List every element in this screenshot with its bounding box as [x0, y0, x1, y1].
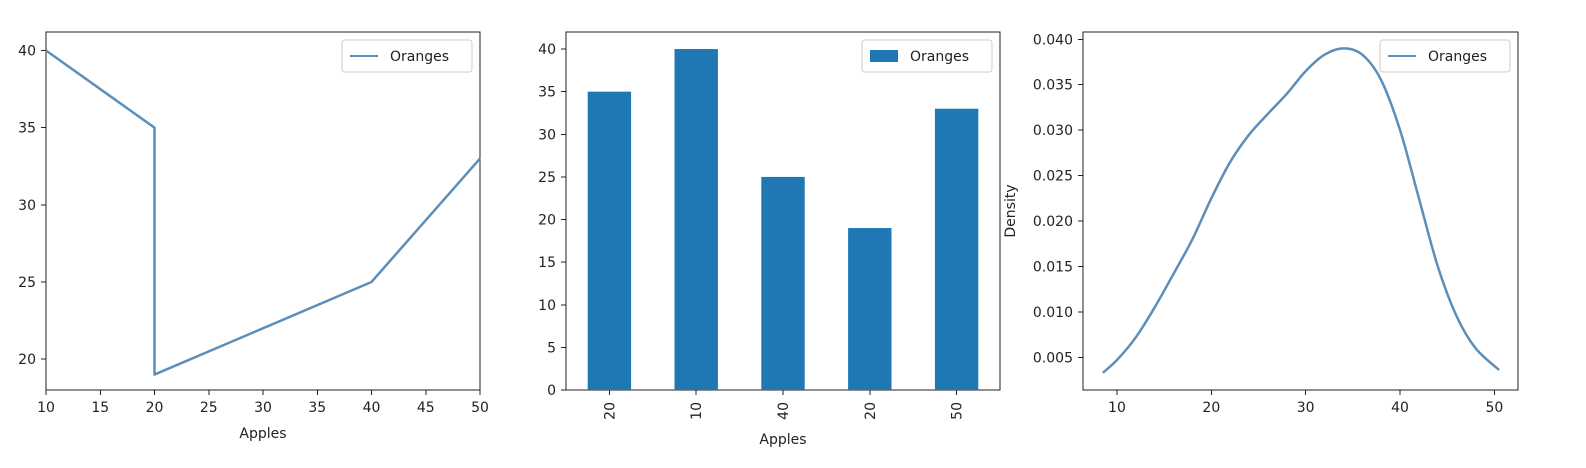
y-axis-label: Density: [1003, 184, 1019, 237]
x-tick-label: 45: [417, 400, 435, 416]
bar-chart-panel: 0 5 10 15 20 25 30 35 40 20 10 40 20 50 Apples Oranges: [538, 31, 1001, 448]
y-tick-label: 5: [547, 340, 556, 356]
y-tick-label: 25: [18, 275, 36, 291]
legend-swatch: [870, 50, 898, 62]
bar: [674, 49, 718, 391]
y-tick-label: 20: [538, 213, 556, 229]
x-tick-label: 50: [950, 402, 966, 420]
y-tick-label: 0.030: [1033, 123, 1073, 139]
x-axis-label: Apples: [239, 426, 286, 442]
y-tick-label: 40: [18, 44, 36, 60]
y-tick-label: 0.020: [1033, 214, 1073, 230]
x-tick-label: 10: [1108, 400, 1126, 416]
x-tick-label: 40: [363, 400, 381, 416]
legend-entry: Oranges: [1428, 49, 1487, 65]
bar: [848, 228, 892, 390]
line-chart-panel: 10 15 20 25 30 35 40 45 50 20 25 30 35 40 Apples Orange…: [18, 31, 489, 442]
y-tick-label: 40: [538, 42, 556, 58]
x-tick-label: 35: [308, 400, 326, 416]
x-tick-label: 40: [1391, 400, 1409, 416]
x-tick-label: 20: [602, 402, 618, 420]
density-chart-panel: 10 20 30 40 50 0.005 0.010 0.015 0.020 0.025 0.030…: [1003, 31, 1519, 416]
x-tick-label: 30: [1297, 400, 1315, 416]
y-tick-label: 0: [547, 383, 556, 399]
bar: [587, 91, 632, 391]
y-tick-label: 30: [538, 127, 556, 143]
x-tick-label: 20: [1202, 400, 1220, 416]
x-tick-label: 10: [37, 400, 55, 416]
y-tick-label: 0.025: [1033, 169, 1073, 185]
legend-entry: Oranges: [910, 49, 969, 65]
x-tick-label: 50: [471, 400, 489, 416]
bar: [934, 108, 979, 390]
bar: [761, 176, 805, 390]
y-tick-label: 35: [538, 85, 556, 101]
y-tick-label: 0.010: [1033, 305, 1073, 321]
x-tick-label: 15: [91, 400, 109, 416]
legend-box: [1379, 39, 1511, 73]
y-tick-label: 0.005: [1033, 350, 1073, 366]
y-tick-label: 0.015: [1033, 259, 1073, 275]
series-line-oranges: [1101, 47, 1500, 374]
legend-entry: Oranges: [390, 49, 449, 65]
x-tick-label: 50: [1485, 400, 1503, 416]
x-tick-label: 30: [254, 400, 272, 416]
legend-box: [341, 39, 473, 73]
legend-box: [861, 39, 993, 73]
x-axis-label: Apples: [759, 432, 806, 448]
x-tick-label: 25: [200, 400, 218, 416]
y-tick-label: 0.035: [1033, 78, 1073, 94]
x-tick-label: 40: [776, 402, 792, 420]
y-tick-label: 15: [538, 255, 556, 271]
x-tick-label: 20: [146, 400, 164, 416]
plot-frame: [1082, 31, 1519, 391]
y-tick-label: 35: [18, 121, 36, 137]
x-tick-label: 20: [863, 402, 879, 420]
x-tick-label: 10: [689, 402, 705, 420]
y-tick-label: 30: [18, 198, 36, 214]
y-tick-label: 20: [18, 352, 36, 368]
y-tick-label: 0.040: [1033, 32, 1073, 48]
y-tick-label: 25: [538, 170, 556, 186]
plot-frame: [45, 31, 481, 391]
series-line-oranges: [45, 49, 481, 376]
y-tick-label: 10: [538, 298, 556, 314]
